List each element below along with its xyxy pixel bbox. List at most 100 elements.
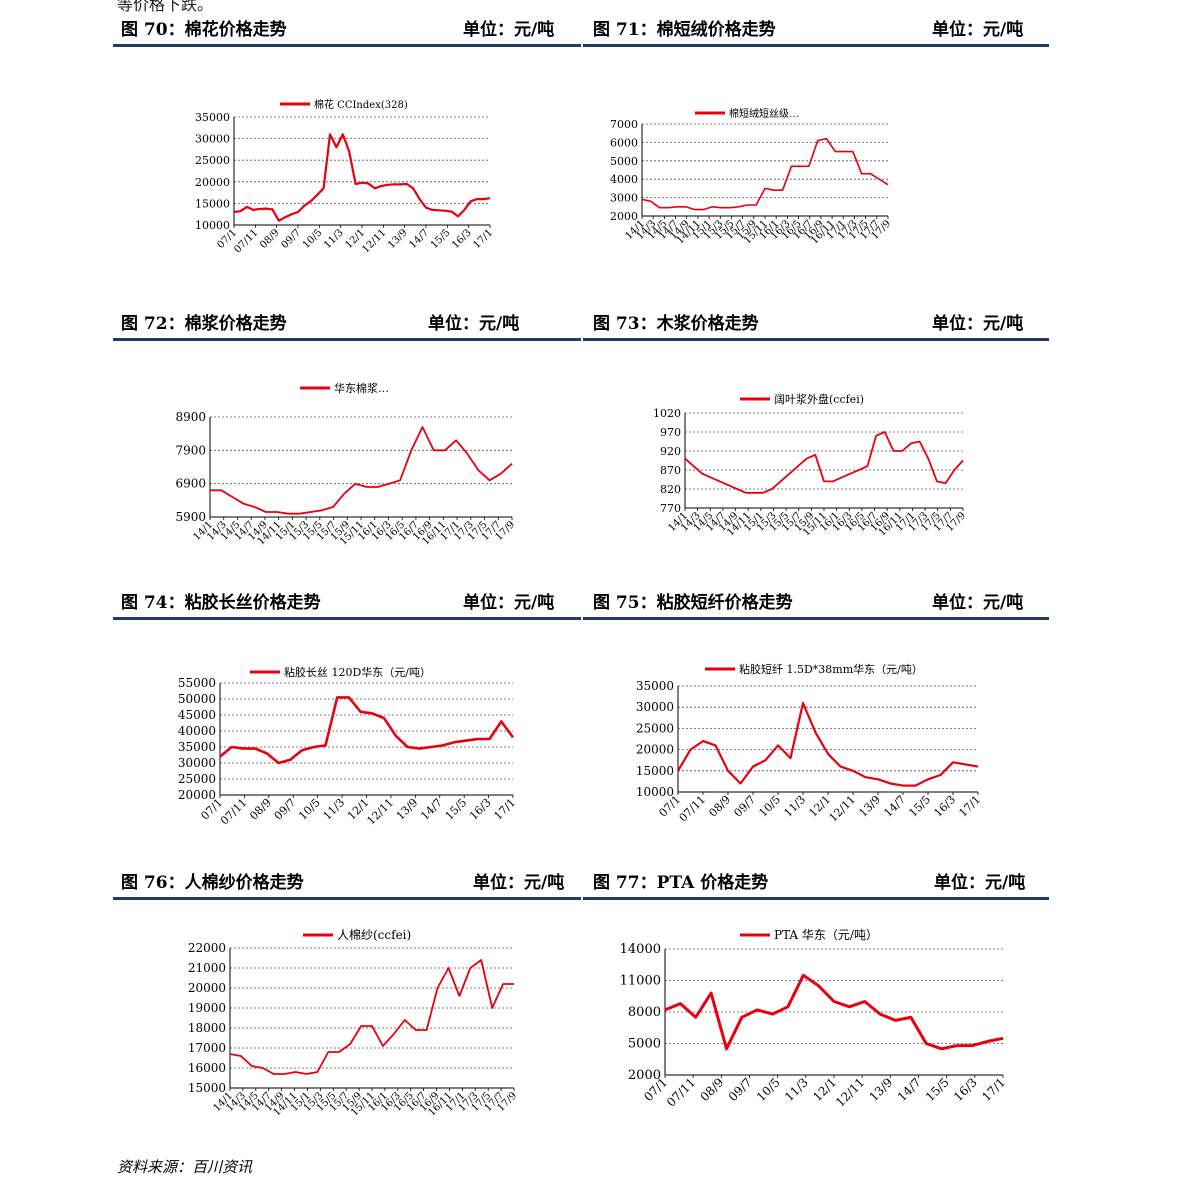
chart-viscose-filament: 20000 25000 30000 35000 40000 45000 50000 55000… [178, 665, 518, 828]
unit-label: 单位：元/吨 [463, 593, 555, 613]
y-tick-label: 770 [660, 502, 681, 515]
x-tick-label: 11/3 [322, 227, 346, 251]
x-tick-label: 17/1 [979, 1075, 1008, 1104]
x-tick-label: 09/7 [726, 1075, 755, 1104]
x-tick-label: 10/5 [301, 227, 325, 251]
x-tick-label: 10/5 [296, 796, 323, 823]
y-tick-label: 5000 [628, 1037, 661, 1052]
y-tick-label: 19000 [188, 1001, 226, 1015]
x-tick-label: 13/9 [866, 1075, 895, 1104]
y-tick-label: 35000 [178, 740, 216, 754]
y-tick-label: 6900 [175, 477, 206, 491]
y-tick-label: 30000 [636, 700, 674, 714]
x-tick-label: 11/3 [321, 796, 348, 823]
x-tick-label: 11/3 [781, 793, 808, 820]
chart-viscose-staple: 10000150002000025000300003500007/107/110… [636, 662, 983, 825]
top-text: 等价格下跌。 [117, 0, 214, 14]
x-tick-label: 10/5 [754, 1075, 783, 1104]
x-tick-label: 12/11 [833, 1075, 867, 1109]
legend-label: PTA 华东（元/吨） [774, 928, 878, 942]
y-tick-label: 35000 [195, 111, 230, 124]
y-tick-label: 30000 [195, 133, 230, 146]
y-tick-label: 15000 [188, 1081, 226, 1095]
x-tick-label: 09/7 [272, 796, 299, 823]
y-tick-label: 30000 [178, 756, 216, 770]
y-tick-label: 15000 [636, 764, 674, 778]
x-tick-label: 09/7 [279, 227, 303, 251]
y-tick-label: 14000 [620, 942, 661, 957]
x-tick-label: 13/9 [856, 793, 883, 820]
figure-header-73: 图 73：木浆价格走势 单位：元/吨 [583, 308, 1049, 341]
x-tick-label: 16/3 [951, 1075, 980, 1104]
figure-header-71: 图 71：棉短绒价格走势 单位：元/吨 [583, 14, 1049, 47]
x-tick-label: 08/9 [247, 796, 274, 823]
x-tick-label: 11/3 [782, 1075, 811, 1104]
x-tick-label: 08/9 [706, 793, 733, 820]
y-tick-label: 40000 [178, 724, 216, 738]
y-tick-label: 50000 [178, 692, 216, 706]
y-tick-label: 35000 [636, 679, 674, 693]
series-line [233, 133, 491, 222]
series-line [684, 431, 964, 494]
x-tick-label: 07/11 [232, 227, 260, 255]
x-tick-label: 17/1 [956, 793, 983, 820]
y-tick-label: 25000 [636, 721, 674, 735]
y-tick-label: 15000 [195, 197, 230, 210]
series-line [210, 426, 513, 515]
x-tick-label: 13/9 [386, 227, 410, 251]
legend-label: 华东棉浆… [334, 381, 389, 395]
x-tick-label: 14/7 [418, 796, 445, 823]
y-tick-label: 5000 [610, 155, 638, 168]
series-line [229, 959, 514, 1075]
legend-label: 人棉纱(ccfei) [337, 928, 411, 942]
y-tick-label: 55000 [178, 676, 216, 690]
x-tick-label: 14/7 [881, 793, 908, 820]
x-tick-label: 12/11 [364, 796, 396, 828]
x-tick-label: 07/11 [664, 1075, 698, 1109]
unit-label: 单位：元/吨 [473, 873, 565, 893]
figure-title: 图 74：粘胶长丝价格走势 [121, 593, 321, 613]
y-tick-label: 7000 [610, 118, 638, 131]
series-line [664, 973, 1004, 1051]
y-tick-label: 20000 [188, 981, 226, 995]
legend-label: 粘胶长丝 120D华东（元/吨） [284, 665, 431, 679]
x-tick-label: 15/5 [443, 796, 470, 823]
y-tick-label: 20000 [195, 176, 230, 189]
x-tick-label: 08/9 [258, 227, 282, 251]
y-tick-label: 5900 [175, 510, 206, 524]
y-tick-label: 8900 [175, 410, 206, 424]
figure-header-77: 图 77：PTA 价格走势 单位：元/吨 [583, 867, 1049, 900]
unit-label: 单位：元/吨 [934, 873, 1026, 893]
figure-title: 图 71：棉短绒价格走势 [593, 20, 776, 40]
y-tick-label: 870 [660, 464, 681, 477]
figure-title: 图 75：粘胶短纤价格走势 [593, 593, 793, 613]
x-tick-label: 07/11 [218, 796, 250, 828]
legend-label: 粘胶短纤 1.5D*38mm华东（元/吨） [739, 662, 923, 676]
y-tick-label: 45000 [178, 708, 216, 722]
x-tick-label: 14/7 [407, 227, 431, 251]
unit-label: 单位：元/吨 [932, 20, 1024, 40]
x-tick-label: 16/3 [450, 227, 474, 251]
x-tick-label: 12/11 [360, 227, 388, 255]
y-tick-label: 10000 [636, 785, 674, 799]
source-note: 资料来源：百川资讯 [117, 1158, 253, 1176]
figure-title: 图 76：人棉纱价格走势 [121, 873, 304, 893]
unit-label: 单位：元/吨 [932, 314, 1024, 334]
x-tick-label: 09/7 [731, 793, 758, 820]
series-line [641, 137, 889, 211]
y-tick-label: 25000 [195, 154, 230, 167]
chart-wood-pulp: 770820870920970102014/114/314/514/714/91… [653, 392, 968, 539]
y-tick-label: 820 [660, 483, 681, 496]
x-tick-label: 15/5 [429, 227, 453, 251]
y-tick-label: 25000 [178, 772, 216, 786]
y-tick-label: 20000 [178, 788, 216, 802]
x-tick-label: 13/9 [394, 796, 421, 823]
legend-label: 棉花 CCIndex(328) [314, 98, 408, 111]
legend-label: 阔叶浆外盘(ccfei) [774, 392, 864, 406]
x-tick-label: 15/5 [923, 1075, 952, 1104]
series-line [219, 696, 515, 765]
chart-rayon-yarn: 15000 16000 17000 18000 19000 20000 21000 22000… [188, 928, 519, 1119]
figure-header-70: 图 70：棉花价格走势 单位：元/吨 [113, 14, 581, 47]
x-tick-label: 12/11 [827, 793, 859, 825]
y-tick-label: 2000 [610, 210, 638, 223]
